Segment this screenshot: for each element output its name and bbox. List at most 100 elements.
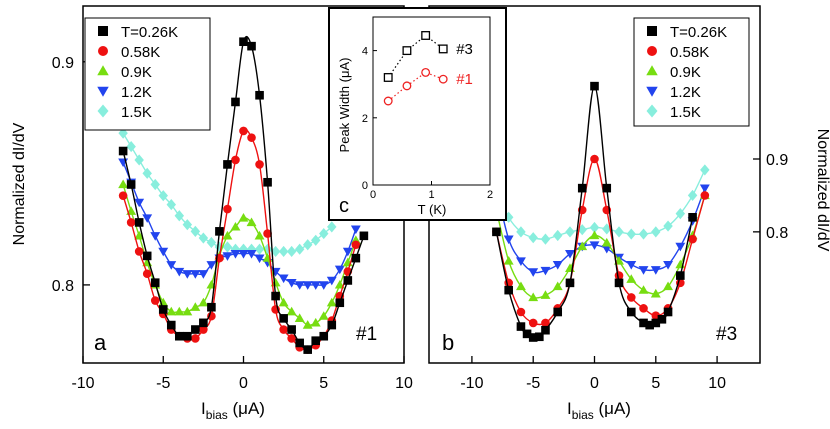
data-point — [359, 231, 369, 241]
data-point — [295, 338, 304, 348]
data-point — [590, 81, 599, 91]
data-point — [166, 261, 177, 270]
data-point — [318, 311, 329, 320]
panel-c-label: c — [339, 195, 349, 217]
data-point — [231, 97, 240, 107]
legend-marker — [647, 46, 657, 56]
x-tick-label: 10 — [395, 375, 413, 392]
data-point — [688, 234, 697, 244]
data-point — [577, 183, 587, 193]
data-point — [303, 345, 312, 354]
data-point — [142, 167, 152, 179]
data-point — [515, 281, 526, 291]
data-point — [287, 325, 296, 334]
data-point — [638, 228, 649, 240]
panel-a: -10 -5 0 5 10 0.8 0.9 T=0.26K 0.58K 0.9K 1.2K 1.5K… — [11, 5, 413, 422]
data-point — [207, 302, 216, 312]
data-point — [231, 155, 240, 165]
data-point — [190, 225, 201, 237]
legend-label: 0.58K — [121, 44, 160, 61]
panel-a-sample-label: #1 — [356, 324, 377, 345]
legend-label: T=0.26K — [670, 24, 727, 41]
legend-marker — [646, 65, 658, 76]
data-point — [687, 189, 698, 202]
data-point — [438, 74, 448, 84]
data-point — [302, 320, 313, 329]
data-point — [515, 257, 526, 266]
data-point — [645, 320, 654, 330]
data-point — [287, 334, 296, 343]
data-point — [402, 81, 412, 91]
data-point — [214, 241, 225, 253]
data-point — [134, 154, 144, 166]
legend-marker — [647, 26, 657, 36]
data-point — [552, 260, 563, 270]
y-tick-label: 0 — [362, 180, 368, 192]
data-point — [553, 307, 563, 317]
data-point — [676, 271, 685, 280]
series-line — [387, 34, 444, 78]
data-point — [602, 183, 612, 193]
data-point — [198, 270, 209, 279]
data-point — [134, 218, 144, 227]
data-point — [294, 243, 305, 255]
panel-c-ylabel: Peak Width (μA) — [337, 58, 352, 153]
data-point — [118, 146, 128, 156]
series-label: #1 — [456, 71, 473, 88]
legend-marker — [97, 86, 109, 97]
data-point — [142, 269, 152, 279]
data-point — [351, 240, 361, 250]
data-point — [492, 227, 501, 237]
data-point — [663, 307, 673, 317]
data-point — [302, 281, 313, 290]
data-point — [270, 245, 281, 258]
data-point — [335, 298, 345, 308]
data-point — [342, 247, 353, 257]
legend-marker — [98, 46, 108, 56]
data-point — [522, 329, 532, 339]
data-point — [626, 260, 637, 270]
data-point — [421, 67, 431, 77]
x-tick-label: 0 — [239, 375, 248, 392]
y-tick-label: 0.8 — [766, 225, 788, 242]
data-point — [383, 73, 393, 82]
panel-b: -10 -5 0 5 10 0.8 0.9 T=0.26K 0.58K 0.9K 1.2K 1.5K… — [428, 5, 830, 422]
data-point — [326, 297, 337, 307]
data-point — [222, 241, 233, 253]
data-point — [126, 180, 136, 189]
data-point — [247, 133, 256, 142]
data-point — [516, 307, 526, 317]
data-point — [198, 297, 209, 307]
legend-label: 1.5K — [121, 104, 152, 121]
data-point — [238, 213, 249, 222]
data-point — [279, 314, 288, 323]
data-point — [675, 208, 686, 220]
data-point — [158, 247, 169, 257]
data-point — [134, 247, 144, 256]
data-point — [516, 322, 526, 331]
data-point — [215, 227, 224, 236]
y-tick-label: 2 — [362, 113, 368, 125]
data-point — [222, 230, 233, 240]
data-point — [183, 331, 192, 341]
data-point — [222, 252, 233, 261]
data-point — [614, 278, 624, 288]
x-tick-label: -10 — [460, 375, 483, 392]
x-tick-label: 1 — [428, 189, 434, 201]
x-tick-label: 5 — [651, 375, 660, 392]
data-point — [310, 281, 321, 290]
data-point — [503, 256, 514, 265]
legend-label: 1.2K — [121, 84, 152, 101]
data-point — [663, 220, 673, 232]
data-point — [327, 221, 337, 233]
data-point — [118, 127, 128, 139]
data-point — [230, 250, 241, 259]
data-point — [239, 126, 248, 136]
data-point — [246, 217, 257, 227]
data-point — [589, 221, 600, 234]
legend-label: 0.58K — [670, 44, 709, 61]
data-point — [174, 210, 185, 222]
data-point — [651, 318, 661, 328]
data-point — [402, 46, 412, 56]
x-tick-label: 0 — [370, 189, 376, 201]
